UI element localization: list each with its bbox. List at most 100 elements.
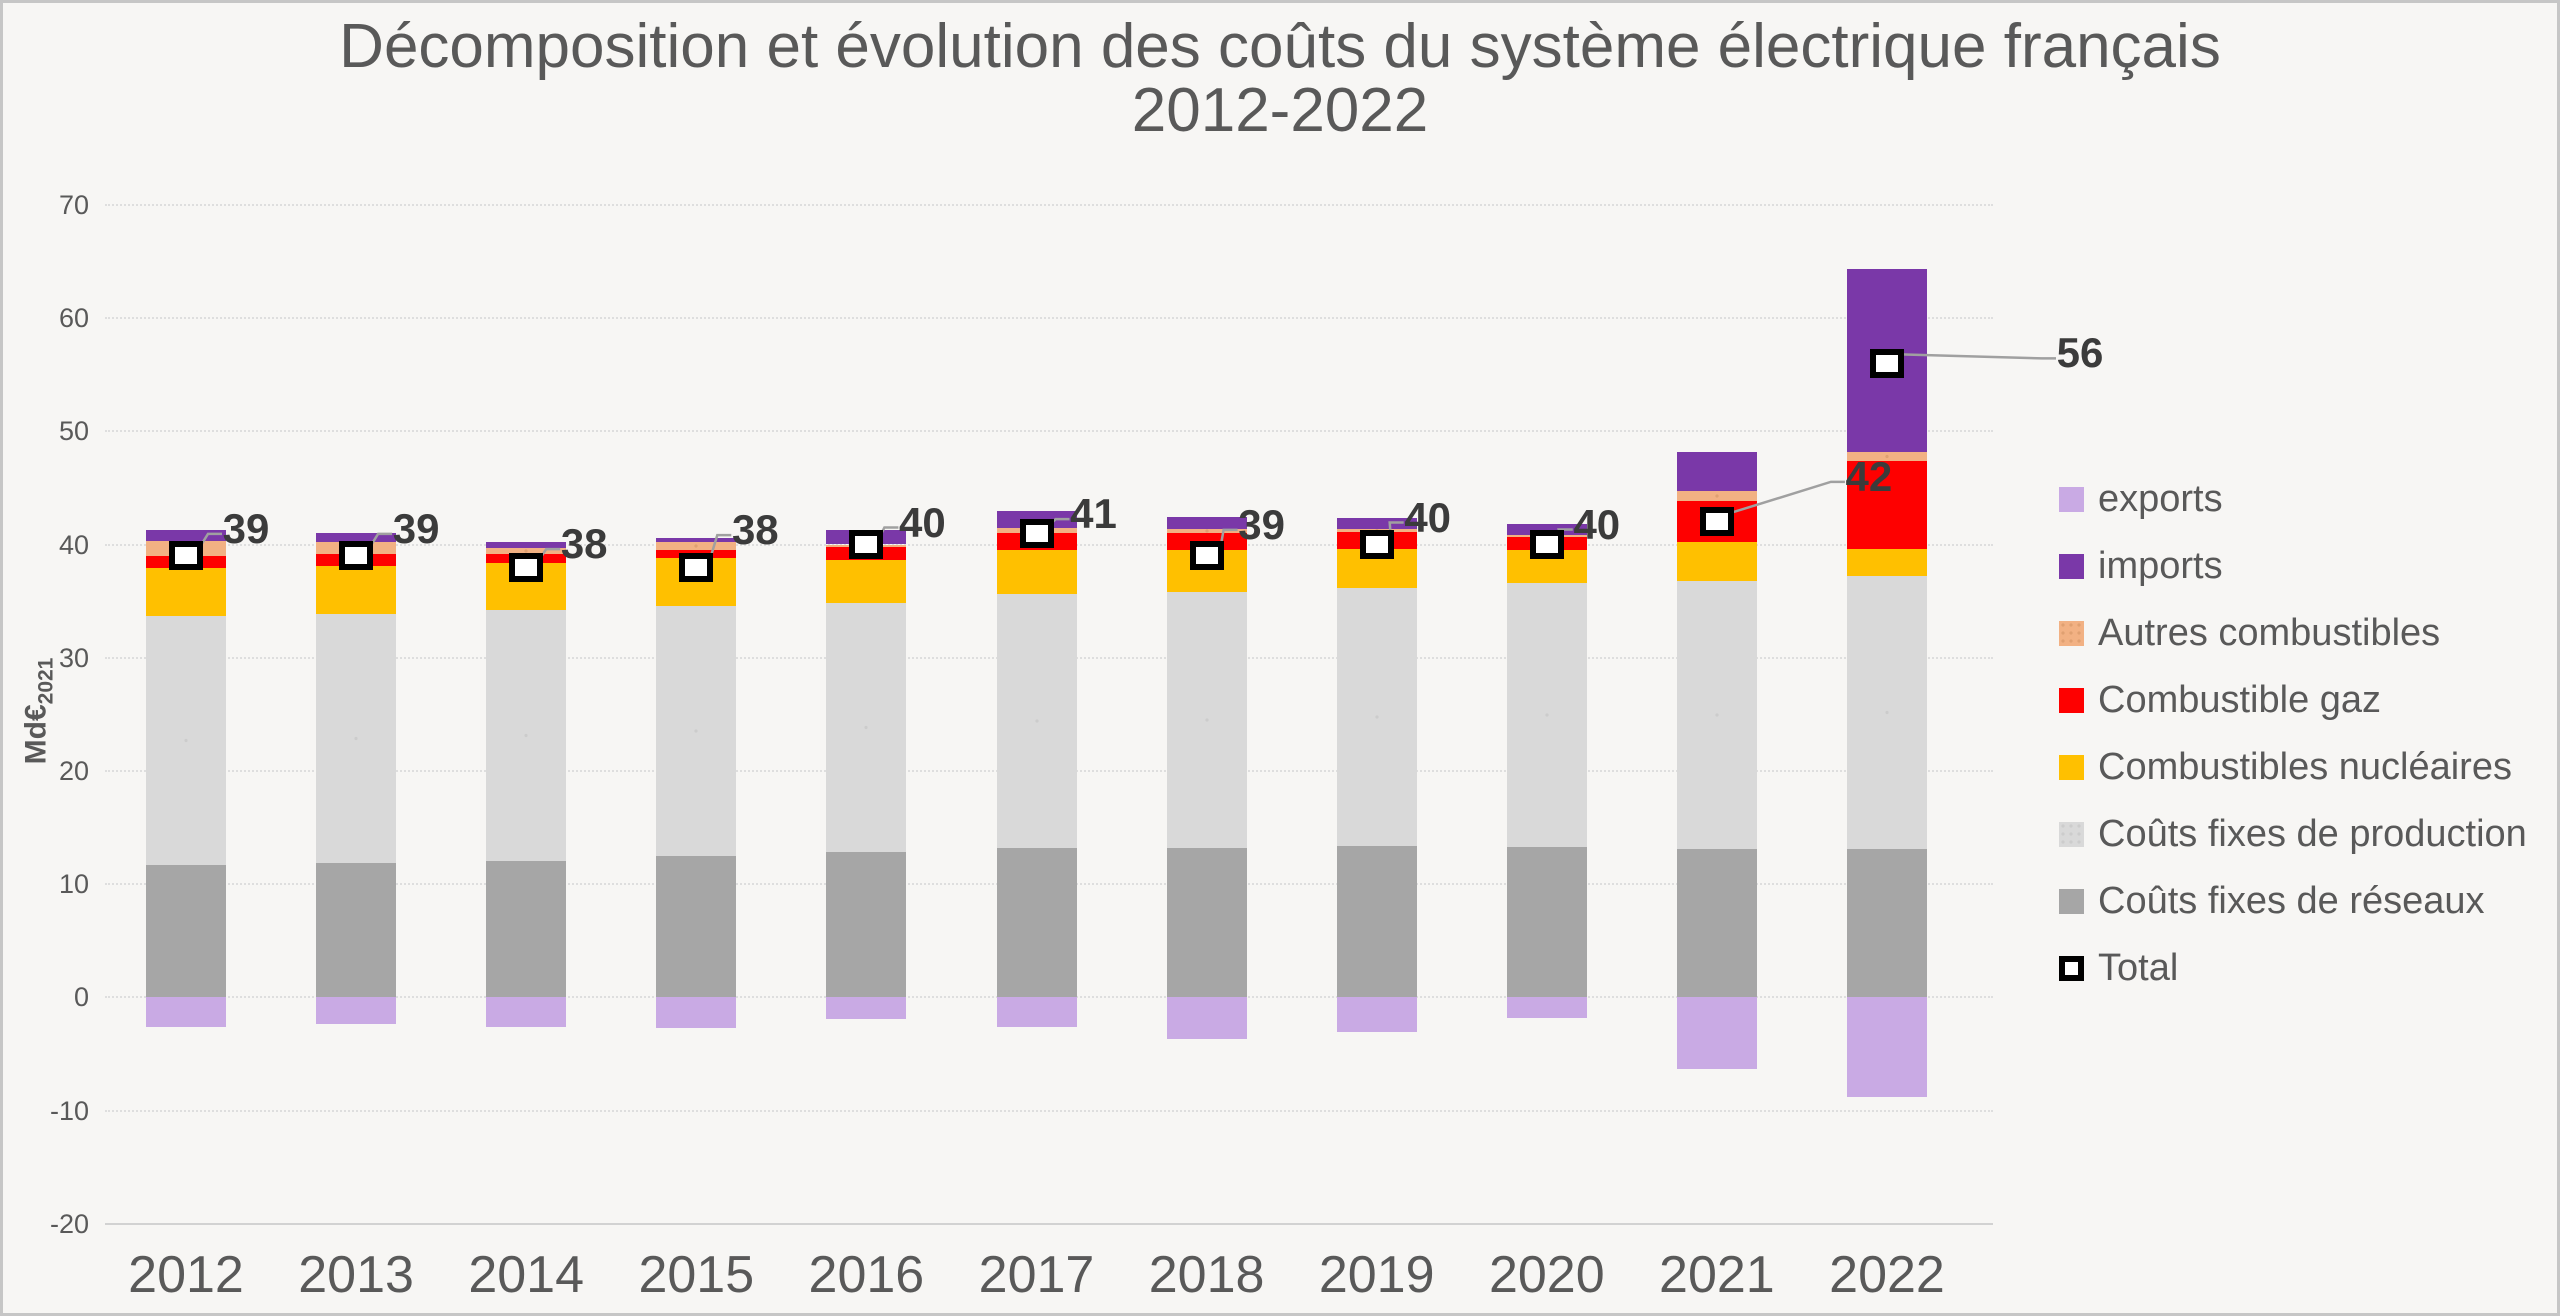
gridline-50 <box>105 430 1993 433</box>
bar-segment-production-2015 <box>656 605 737 856</box>
chart-title: Décomposition et évolution des coûts du … <box>3 15 2557 143</box>
bar-segment-autres-2018 <box>1166 528 1247 534</box>
y-tick-label-30: 30 <box>58 642 89 673</box>
total-data-label-2017: 41 <box>1070 490 1117 538</box>
bar-segment-reseaux-2015 <box>656 855 737 998</box>
bar-segment-production-2022 <box>1847 576 1927 849</box>
bar-segment-exports-2016 <box>826 997 907 1019</box>
legend-item-nucleaires: Combustibles nucléaires <box>2059 743 2512 791</box>
gridline-70 <box>105 203 1993 206</box>
bar-segment-imports-2020 <box>1506 524 1587 536</box>
y-tick-label-40: 40 <box>58 529 89 560</box>
total-data-label-2012: 39 <box>222 504 270 552</box>
bar-segment-production-2016 <box>826 603 907 853</box>
x-axis-label-2022: 2022 <box>1829 1246 1945 1304</box>
leader-line-2021 <box>1730 480 1845 515</box>
legend-swatch-gaz-color-icon <box>2059 687 2084 713</box>
y-tick-label-50: 50 <box>58 416 89 447</box>
bar-segment-reseaux-2019 <box>1336 845 1417 998</box>
y-tick-label-0: 0 <box>73 982 89 1013</box>
y-tick-label-70: 70 <box>58 189 89 220</box>
bar-segment-production-2020 <box>1506 582 1587 847</box>
legend-item-gaz: Combustible gaz <box>2059 676 2381 724</box>
x-axis-label-2013: 2013 <box>298 1246 414 1304</box>
legend-swatch-imports-color-icon <box>2059 553 2084 579</box>
bar-segment-imports-2012 <box>146 529 226 542</box>
bar-segment-reseaux-2017 <box>996 847 1077 998</box>
legend-swatch-reseaux-color-icon <box>2059 888 2084 914</box>
bar-segment-nucleaires-2022 <box>1847 549 1927 577</box>
chart-title-line1: Décomposition et évolution des coûts du … <box>339 12 2221 81</box>
bar-segment-exports-2017 <box>996 997 1077 1027</box>
bar-segment-autres-2021 <box>1676 491 1757 502</box>
legend-item-autres: Autres combustibles <box>2059 609 2440 657</box>
gridline--10 <box>105 1109 1993 1112</box>
bar-segment-reseaux-2020 <box>1506 846 1587 998</box>
leader-line-2018 <box>1219 528 1238 548</box>
total-marker-2013 <box>339 541 374 571</box>
legend-label-imports: imports <box>2098 545 2223 587</box>
total-marker-2014 <box>509 552 544 582</box>
bar-segment-exports-2013 <box>316 997 397 1025</box>
total-data-label-2016: 40 <box>899 498 946 546</box>
total-marker-2016 <box>849 530 884 559</box>
bar-segment-exports-2019 <box>1336 997 1417 1033</box>
y-tick-label-10: 10 <box>58 869 89 900</box>
x-axis-label-2015: 2015 <box>638 1246 755 1304</box>
total-data-label-2014: 38 <box>560 520 608 568</box>
total-data-label-2021: 42 <box>1845 452 1893 500</box>
bar-segment-production-2019 <box>1336 587 1417 846</box>
bar-segment-nucleaires-2016 <box>826 560 907 604</box>
bar-segment-exports-2022 <box>1847 997 1927 1097</box>
bar-segment-exports-2015 <box>656 997 737 1028</box>
legend-swatch-production-color-icon <box>2059 821 2084 847</box>
x-axis-label-2021: 2021 <box>1659 1246 1775 1304</box>
total-data-label-2019: 40 <box>1404 493 1452 541</box>
x-axis-label-2020: 2020 <box>1488 1246 1605 1304</box>
gridline--20 <box>105 1222 1993 1225</box>
bar-segment-imports-2021 <box>1676 451 1757 492</box>
y-tick-label--10: -10 <box>49 1095 89 1126</box>
total-marker-2020 <box>1529 530 1564 559</box>
total-data-label-2020: 40 <box>1573 500 1621 548</box>
gridline-60 <box>105 317 1993 320</box>
leader-lines-layer <box>198 353 2056 559</box>
y-tick-label--20: -20 <box>49 1208 89 1239</box>
bar-segment-production-2014 <box>486 610 567 862</box>
bar-segment-exports-2021 <box>1676 997 1757 1069</box>
legend-swatch-total-marker-icon <box>2059 955 2084 981</box>
x-axis-label-2014: 2014 <box>468 1246 585 1304</box>
x-axis-label-2012: 2012 <box>128 1246 244 1304</box>
legend-item-exports: exports <box>2059 475 2223 523</box>
total-marker-2012 <box>169 541 203 571</box>
x-axis-label-2018: 2018 <box>1148 1246 1265 1304</box>
x-axis-label-2016: 2016 <box>808 1246 925 1304</box>
bar-segment-gaz-2022 <box>1847 460 1927 549</box>
legend-item-reseaux: Coûts fixes de réseaux <box>2059 877 2485 925</box>
total-data-label-2013: 39 <box>392 504 440 552</box>
legend-label-total: Total <box>2098 947 2179 989</box>
total-marker-2022 <box>1870 348 1904 378</box>
bar-segment-reseaux-2021 <box>1676 849 1757 998</box>
bar-segment-reseaux-2018 <box>1166 847 1247 998</box>
legend-swatch-nucleaires-color-icon <box>2059 754 2084 780</box>
bar-segment-imports-2013 <box>316 533 397 543</box>
bar-segment-production-2013 <box>316 613 397 863</box>
bar-segment-imports-2019 <box>1336 518 1417 529</box>
bar-segment-reseaux-2013 <box>316 862 397 998</box>
legend-item-total: Total <box>2059 944 2178 992</box>
total-data-label-2015: 38 <box>731 506 779 554</box>
bar-segment-production-2018 <box>1166 592 1247 848</box>
leader-line-2015 <box>709 533 732 559</box>
bar-segment-reseaux-2022 <box>1847 849 1927 998</box>
x-axis-label-2017: 2017 <box>978 1246 1095 1304</box>
bar-segment-nucleaires-2021 <box>1676 542 1757 581</box>
legend-swatch-exports-color-icon <box>2059 486 2084 512</box>
leader-line-2022 <box>1900 353 2056 360</box>
bar-segment-nucleaires-2017 <box>996 550 1077 595</box>
legend-label-gaz: Combustible gaz <box>2098 679 2382 721</box>
legend-swatch-autres-color-icon <box>2059 620 2084 646</box>
bar-segment-nucleaires-2012 <box>146 568 226 616</box>
total-data-label-2022: 56 <box>2056 329 2104 377</box>
